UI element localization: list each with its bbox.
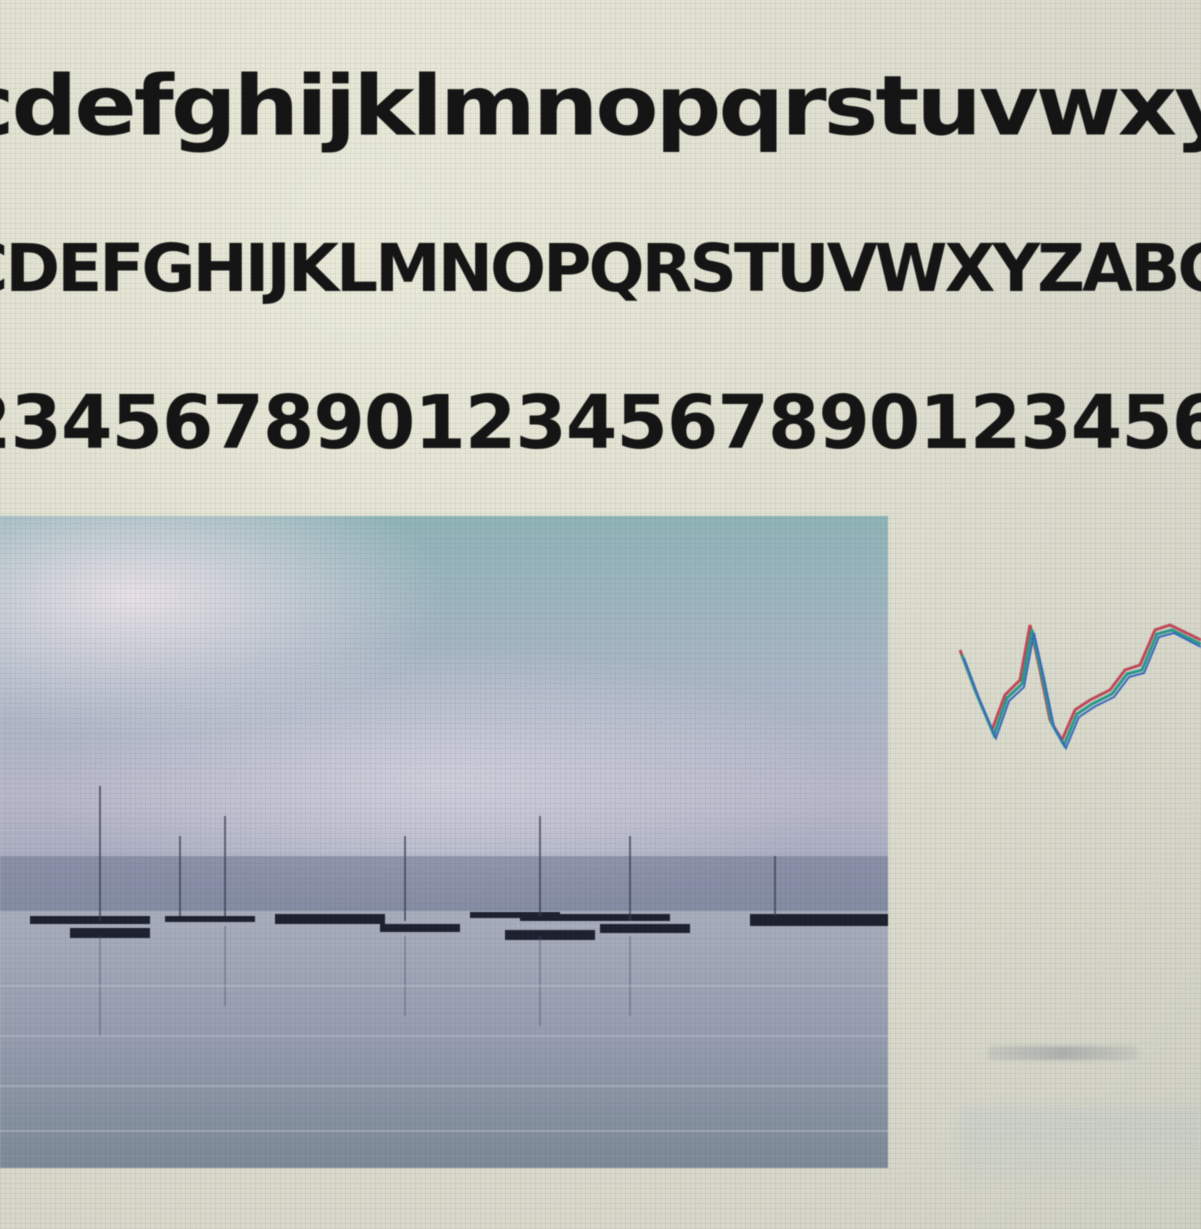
digit-sample-line: 234567890123456789012345678901 bbox=[0, 380, 1201, 466]
sparkline-red bbox=[958, 623, 1201, 744]
waveform-sparkline-icon bbox=[950, 600, 1201, 780]
ripples bbox=[0, 985, 888, 1132]
masts bbox=[99, 786, 776, 921]
boat-row bbox=[30, 912, 888, 940]
sparkline-blue bbox=[963, 631, 1201, 751]
harbor-photo bbox=[0, 516, 888, 1168]
blurred-caption bbox=[988, 1046, 1138, 1060]
lowercase-sample-line: cdefghijklmnopqrstuvwxyzabcdefg bbox=[0, 58, 1201, 155]
distant-shore bbox=[0, 856, 888, 916]
uppercase-sample-line: CDEFGHIJKLMNOPQRSTUVWXYZABCDEFG bbox=[0, 230, 1201, 307]
water bbox=[0, 911, 888, 1168]
sparkline-teal bbox=[960, 628, 1201, 749]
blurred-region bbox=[960, 1110, 1201, 1180]
